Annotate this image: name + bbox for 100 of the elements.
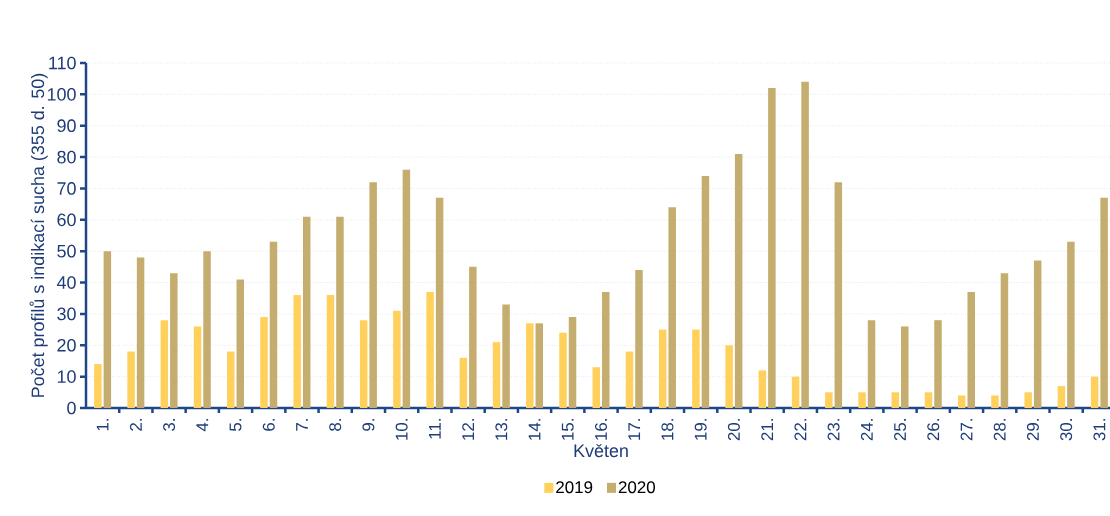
- bar: [227, 351, 235, 408]
- bar: [967, 291, 975, 408]
- bar: [924, 392, 933, 408]
- bar: [1057, 386, 1066, 408]
- x-tick-label: 24.: [860, 419, 873, 441]
- x-tick-label: 27.: [960, 419, 973, 441]
- legend-label: 2019: [556, 481, 593, 494]
- bar: [459, 357, 468, 408]
- x-tick-label: 29.: [1026, 419, 1039, 441]
- x-tick-label: 8.: [329, 419, 342, 431]
- x-tick-label: 28.: [993, 419, 1006, 441]
- bar: [502, 304, 510, 408]
- bar: [336, 216, 344, 408]
- bar: [293, 295, 301, 408]
- bar: [269, 241, 278, 408]
- bar: [901, 326, 909, 408]
- bar: [127, 351, 135, 408]
- x-tick-label: 18.: [661, 419, 674, 440]
- x-axis-title: Květen: [574, 443, 628, 458]
- bar: [1100, 197, 1108, 408]
- x-tick-label: 31.: [1093, 419, 1106, 441]
- bar: [402, 169, 411, 408]
- x-tick-label: 11.: [429, 419, 441, 439]
- x-tick-label: 21.: [761, 419, 774, 441]
- bar: [94, 364, 102, 408]
- bar: [236, 279, 245, 408]
- x-tick-label: 22.: [794, 419, 807, 441]
- bar: [1000, 273, 1009, 408]
- bar: [725, 345, 733, 408]
- bar: [568, 317, 577, 408]
- bar: [170, 273, 178, 408]
- x-tick-label: 1.: [96, 419, 109, 431]
- x-tick-label: 2.: [129, 419, 142, 431]
- bar: [326, 295, 335, 408]
- bar: [393, 310, 401, 408]
- bar: [858, 392, 866, 408]
- bar: [825, 392, 833, 408]
- bar: [1090, 376, 1099, 408]
- bar: [692, 329, 700, 408]
- x-tick-label: 17.: [628, 419, 641, 440]
- x-tick-label: 26.: [927, 419, 940, 441]
- x-tick-label: 9.: [362, 419, 375, 431]
- y-axis-title: Počet profilů s indikací sucha (355 d. 50): [29, 73, 48, 397]
- x-tick-label: 30.: [1060, 419, 1073, 441]
- y-tick-label: 80: [57, 150, 76, 164]
- bar: [260, 317, 268, 408]
- bar: [160, 320, 169, 408]
- bar: [369, 182, 377, 408]
- y-tick-label: 60: [57, 213, 76, 227]
- bar: [469, 266, 477, 408]
- bar: [601, 291, 610, 408]
- y-tick-label: 40: [56, 276, 76, 289]
- bar: [658, 329, 667, 408]
- legend-label: 2020: [618, 481, 655, 494]
- bar: [193, 326, 202, 408]
- bar: [136, 257, 145, 408]
- bar: [934, 320, 942, 408]
- x-tick-label: 13.: [495, 419, 508, 440]
- bar: [435, 197, 444, 408]
- bar: [526, 323, 534, 408]
- x-tick-label: 12.: [462, 419, 475, 440]
- bar: [1067, 241, 1075, 408]
- bar: [758, 370, 767, 408]
- y-tick-label: 0: [67, 401, 76, 415]
- x-tick-label: 16.: [595, 419, 607, 440]
- bar: [801, 81, 809, 408]
- y-tick-label: 70: [57, 182, 76, 195]
- y-tick-label: 110: [49, 56, 76, 70]
- bar: [203, 251, 211, 408]
- bar: [302, 216, 311, 408]
- bar: [957, 395, 966, 408]
- bar: [791, 376, 800, 408]
- bar: [625, 351, 634, 408]
- bar: [991, 395, 999, 408]
- x-tick-label: 20.: [727, 419, 740, 441]
- x-tick-label: 25.: [894, 419, 907, 441]
- bar: [535, 323, 544, 408]
- x-tick-label: 23.: [827, 419, 840, 441]
- bar: [592, 367, 600, 408]
- bar: [668, 207, 676, 408]
- bar: [1024, 392, 1032, 408]
- x-tick-label: 14.: [528, 419, 541, 440]
- bar: [768, 88, 776, 408]
- y-tick-label: 10: [57, 370, 76, 383]
- bar: [834, 182, 843, 408]
- bar: [867, 320, 876, 408]
- x-tick-label: 6.: [262, 419, 275, 431]
- x-tick-label: 19.: [694, 419, 707, 440]
- bar: [359, 320, 368, 408]
- y-tick-label: 20: [57, 338, 76, 352]
- bar: [734, 153, 743, 408]
- bar: [559, 332, 567, 408]
- bar: [426, 291, 434, 408]
- y-tick-label: 100: [47, 88, 76, 101]
- x-tick-label: 5.: [229, 419, 242, 431]
- bar: [891, 392, 900, 408]
- y-tick-label: 30: [57, 307, 76, 321]
- x-tick-label: 4.: [196, 419, 209, 432]
- y-tick-label: 90: [57, 119, 76, 133]
- bar: [492, 342, 501, 408]
